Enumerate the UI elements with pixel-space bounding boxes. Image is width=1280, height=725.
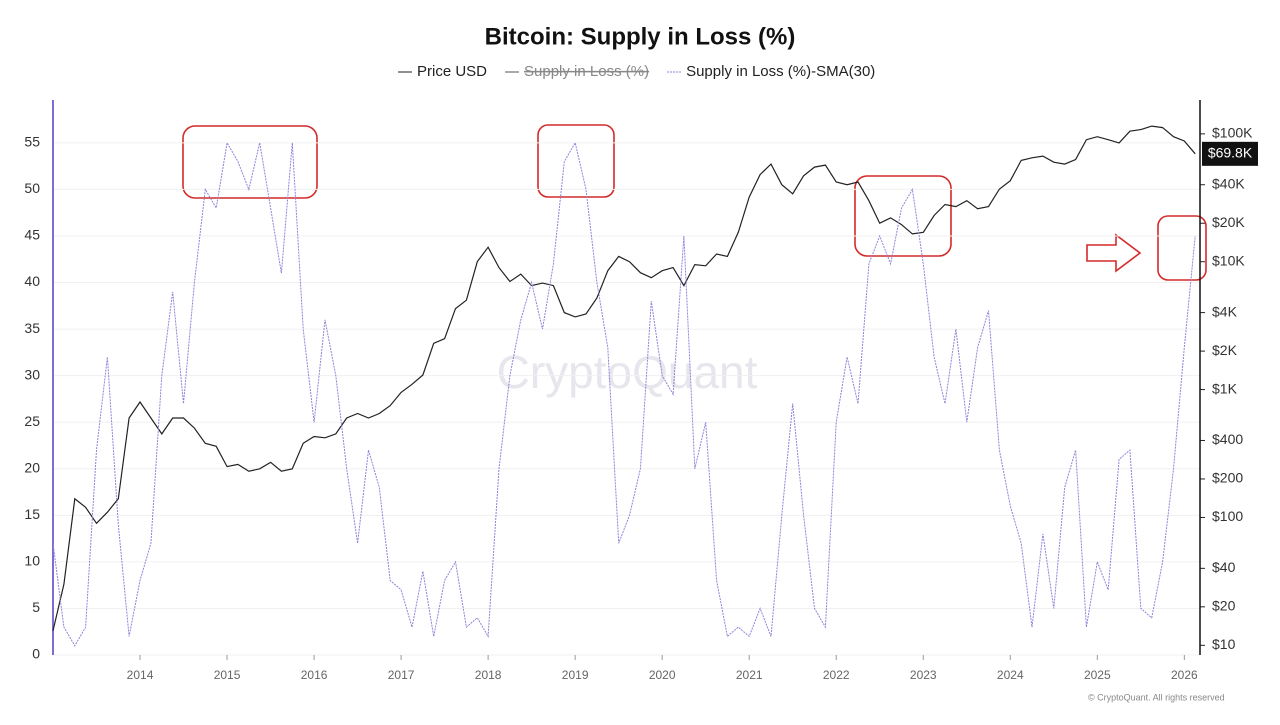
footer: © CryptoQuant. All rights reserved <box>1088 692 1225 702</box>
y-tick-label: 20 <box>24 459 40 475</box>
highlight-box <box>1157 215 1207 281</box>
y-tick-label: 50 <box>24 180 40 196</box>
y2-tick-label: $100K <box>1212 125 1253 141</box>
x-tick-label: 2016 <box>301 668 328 682</box>
x-tick-label: 2022 <box>823 668 850 682</box>
x-tick-label: 2020 <box>649 668 676 682</box>
arrow <box>1086 233 1142 273</box>
y2-tick-label: $20K <box>1212 214 1245 230</box>
y-tick-label: 5 <box>32 599 40 615</box>
y-tick-label: 25 <box>24 413 40 429</box>
highlight-box <box>182 125 318 199</box>
x-tick-label: 2015 <box>214 668 241 682</box>
x-tick-label: 2025 <box>1084 668 1111 682</box>
chart-title: Bitcoin: Supply in Loss (%) <box>485 23 796 50</box>
x-tick-label: 2017 <box>388 668 415 682</box>
highlight-box <box>537 124 615 198</box>
watermark: CryptoQuant <box>497 346 758 398</box>
x-tick-label: 2021 <box>736 668 763 682</box>
series-line <box>52 141 1196 647</box>
y2-tick-label: $10 <box>1212 636 1236 652</box>
y2-tick-label: $400 <box>1212 431 1243 447</box>
x-tick-label: 2018 <box>475 668 502 682</box>
y2-tick-label: $200 <box>1212 470 1243 486</box>
y-tick-label: 15 <box>24 506 40 522</box>
annotations <box>182 124 1207 281</box>
highlight-box <box>854 175 952 257</box>
y-tick-label: 45 <box>24 227 40 243</box>
y2-tick-label: $4K <box>1212 303 1238 319</box>
y-tick-label: 35 <box>24 320 40 336</box>
y-tick-label: 40 <box>24 273 40 289</box>
x-tick-label: 2019 <box>562 668 589 682</box>
x-tick-label: 2014 <box>127 668 154 682</box>
legend-label[interactable]: Supply in Loss (%)-SMA(30) <box>686 63 875 80</box>
x-tick-label: 2024 <box>997 668 1024 682</box>
y2-tick-label: $100 <box>1212 508 1243 524</box>
legend: Price USD Supply in Loss (%) Supply in Los… <box>398 63 875 80</box>
x-tick-label: 2026 <box>1171 668 1198 682</box>
y-tick-label: 0 <box>32 646 40 662</box>
legend-label[interactable]: Price USD <box>417 63 487 80</box>
y2-tick-label: $20 <box>1212 598 1236 614</box>
y2-tick-label: $40 <box>1212 559 1236 575</box>
price-label: $69.8K <box>1208 145 1253 161</box>
y2-tick-label: $2K <box>1212 342 1238 358</box>
y-tick-label: 10 <box>24 553 40 569</box>
legend-label[interactable]: Supply in Loss (%) <box>524 63 649 80</box>
y2-tick-label: $1K <box>1212 380 1238 396</box>
y-tick-label: 30 <box>24 366 40 382</box>
x-tick-label: 2023 <box>910 668 937 682</box>
y2-tick-label: $10K <box>1212 252 1245 268</box>
price-label-box <box>1202 141 1258 166</box>
series-line <box>52 125 1196 631</box>
y-tick-label: 55 <box>24 134 40 150</box>
y2-tick-label: $40K <box>1212 175 1245 191</box>
